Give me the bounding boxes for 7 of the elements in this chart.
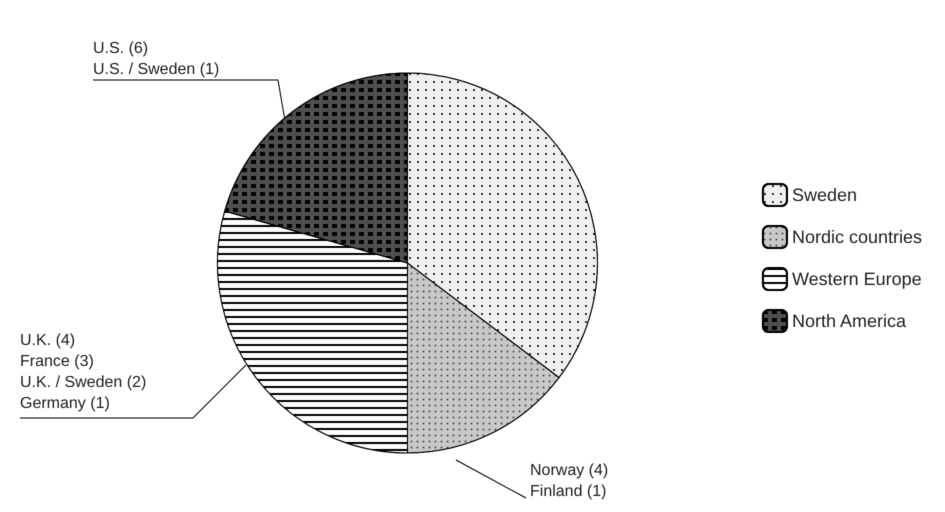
text: U.S. (6) U.S. / Sweden (1) (93, 40, 220, 78)
legend-label: North America (792, 311, 907, 331)
legend-label: Western Europe (792, 269, 922, 289)
text: Norway (4) Finland (1) (530, 462, 608, 500)
text: U.K. (4) France (3) U.K. / Sweden (2) Germany (1) (20, 332, 146, 412)
legend-label: Nordic countries (792, 227, 922, 247)
legend-label: Sweden (792, 185, 858, 205)
